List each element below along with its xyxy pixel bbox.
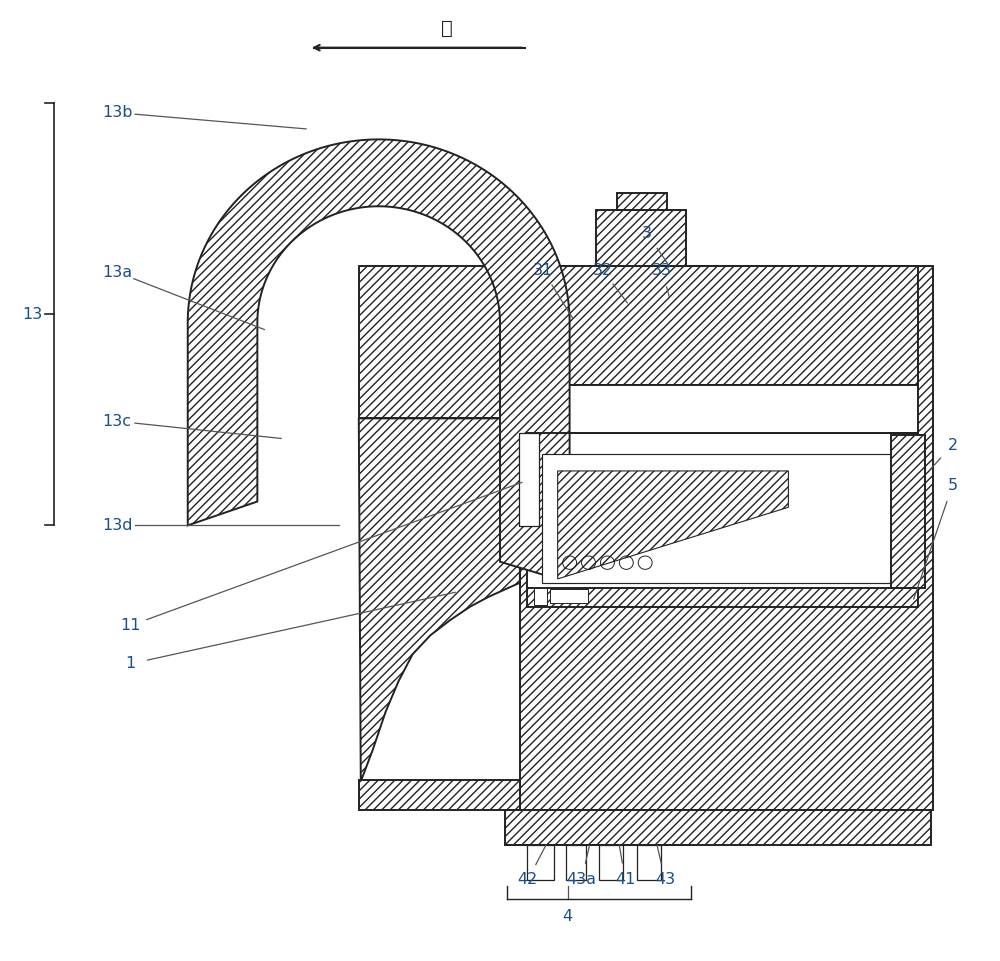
Bar	[566, 846, 586, 880]
Polygon shape	[188, 139, 570, 582]
Text: 13: 13	[22, 307, 43, 322]
Bar	[505, 810, 931, 846]
Text: 11: 11	[120, 618, 140, 633]
Bar	[891, 434, 925, 587]
Bar	[527, 385, 918, 432]
Text: 13c: 13c	[103, 414, 132, 429]
Text: 43a: 43a	[567, 873, 597, 887]
Text: 32: 32	[592, 262, 612, 278]
Text: 前: 前	[441, 19, 453, 38]
Bar	[527, 432, 918, 590]
Text: 2: 2	[947, 437, 958, 453]
Bar	[527, 587, 918, 606]
Text: 3: 3	[642, 227, 652, 241]
Text: 41: 41	[615, 873, 635, 887]
Bar	[542, 454, 892, 582]
Text: 4: 4	[563, 909, 573, 924]
Bar	[520, 265, 933, 810]
Text: 13a: 13a	[102, 264, 132, 280]
Bar	[527, 846, 554, 880]
Text: 5: 5	[947, 478, 958, 493]
Polygon shape	[359, 418, 520, 781]
Bar	[550, 589, 588, 603]
Text: 31: 31	[533, 262, 553, 278]
Bar	[359, 779, 520, 810]
Text: 42: 42	[518, 873, 538, 887]
Bar	[527, 265, 918, 385]
Text: 13b: 13b	[102, 105, 132, 120]
Bar	[637, 846, 661, 880]
Text: 33: 33	[652, 262, 672, 278]
Text: 1: 1	[125, 656, 135, 672]
Bar	[534, 587, 547, 604]
Bar	[599, 846, 623, 880]
Bar	[519, 432, 539, 527]
Text: 43: 43	[655, 873, 675, 887]
Bar	[596, 210, 686, 265]
Bar	[359, 265, 520, 418]
Text: 13d: 13d	[102, 518, 132, 533]
Bar	[617, 193, 667, 210]
Polygon shape	[558, 471, 788, 579]
